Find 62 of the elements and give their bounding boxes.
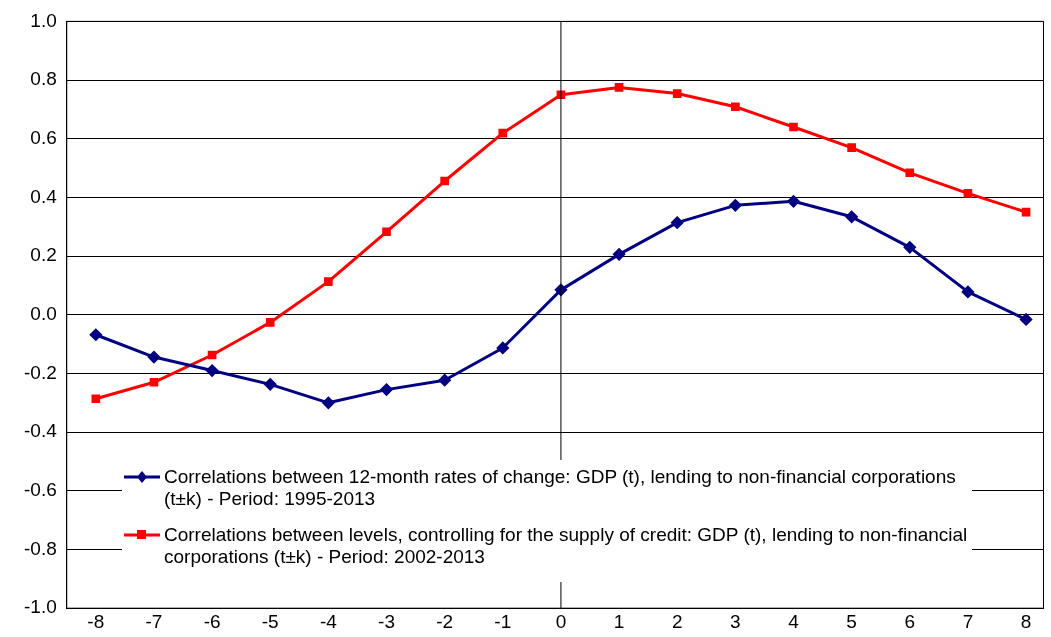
x-tick-label: 2 [671,610,683,632]
point [207,350,217,360]
point [671,216,684,229]
point [789,122,798,132]
x-tick-label: -1 [494,610,512,632]
x-tick-label: 6 [904,610,916,632]
point [324,277,333,286]
point [729,199,742,212]
x-tick-label: -8 [87,610,105,632]
x-tick-label: 7 [962,610,974,632]
point [845,210,858,223]
point [438,374,451,387]
legend-label: Correlations between levels, controlling for the supply of credit: GDP (t), lending to non-financial corporations (t±k) - Period: 2002-2013 [164,524,969,568]
y-tick-label: 0.4 [30,185,58,207]
point [847,143,856,152]
point [206,364,219,377]
y-tick-label: -0.8 [23,537,57,559]
point [147,351,160,364]
x-tick-label: -4 [319,610,338,632]
y-tick-label: -0.2 [23,361,57,383]
y-tick-label: 0.2 [30,244,57,266]
point [380,383,393,396]
x-tick-label: 4 [788,610,800,632]
point [264,378,277,391]
point [614,83,624,92]
y-tick-label: -1.0 [23,596,57,618]
point [498,128,508,138]
y-tick-label: 0.0 [30,303,57,325]
point [787,195,800,208]
x-tick-label: 0 [555,610,567,632]
y-tick-label: 0.8 [30,68,57,90]
point [149,377,159,387]
point [613,248,626,261]
point [1021,207,1031,217]
point [961,285,974,298]
x-tick-label: 1 [613,610,625,632]
point [672,89,682,98]
x-tick-label: -7 [145,610,163,632]
y-tick-label: -0.6 [23,479,57,501]
y-tick-label: 0.6 [30,126,57,148]
point [322,396,335,409]
legend-label: Correlations between 12-month rates of change: GDP (t), lending to non-financial corporations (t±k) - Period: 1995-2013 [164,466,957,510]
x-tick-label: 3 [730,610,741,632]
point [382,227,391,237]
point [265,318,275,327]
point [91,394,101,404]
x-tick-label: -2 [436,610,454,632]
point [440,176,449,186]
x-tick-label: -6 [203,610,221,632]
point [731,102,740,112]
y-tick-label: -0.4 [23,420,58,442]
x-tick-label: -3 [378,610,395,632]
x-tick-label: 5 [846,610,857,632]
point [496,341,509,354]
point [1020,313,1033,326]
y-tick-label: 1.0 [30,9,57,31]
x-tick-label: 8 [1020,610,1032,632]
x-tick-label: -5 [261,610,279,632]
point [963,189,973,198]
point [89,328,102,341]
point [905,168,915,178]
point [903,241,916,254]
